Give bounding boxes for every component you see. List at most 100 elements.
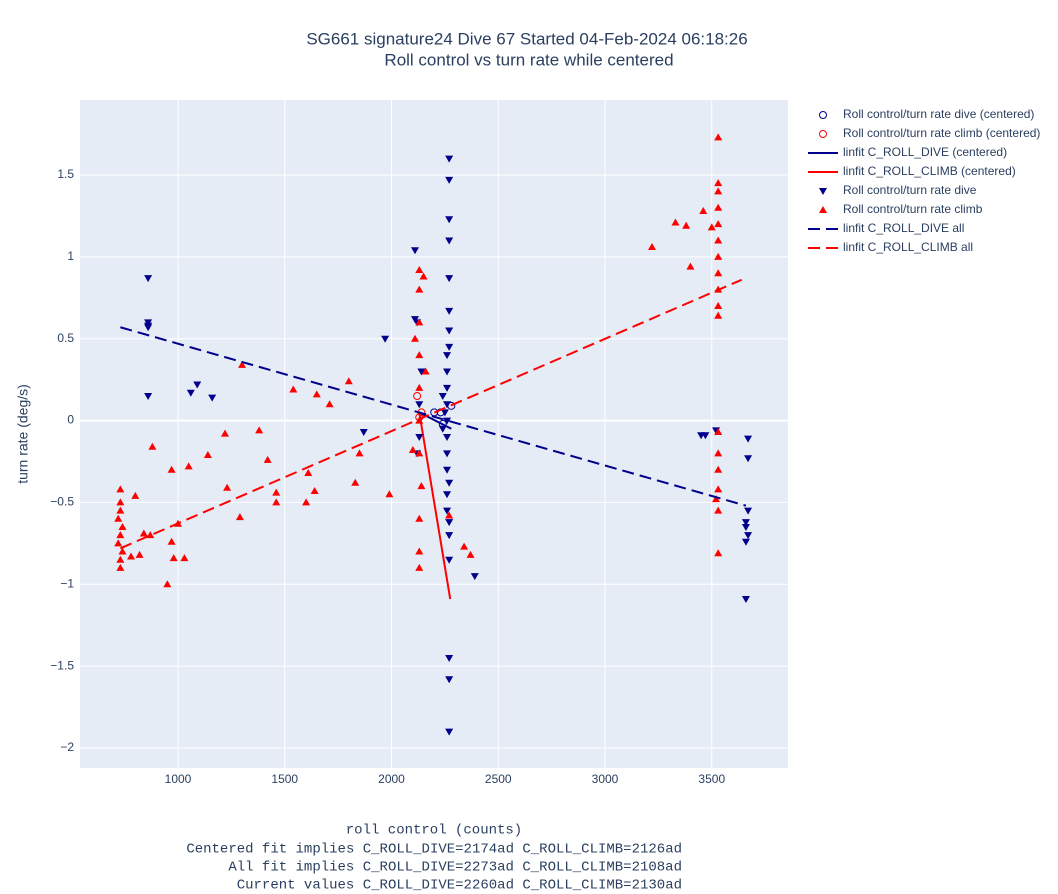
marker	[415, 514, 424, 522]
marker	[302, 498, 311, 506]
marker	[741, 523, 750, 531]
marker	[712, 495, 721, 503]
marker	[220, 429, 229, 437]
legend-marker	[819, 130, 827, 138]
marker	[421, 367, 430, 375]
marker	[699, 207, 708, 215]
y-tick-label: −1	[60, 576, 74, 590]
marker	[355, 449, 364, 457]
marker	[163, 580, 172, 588]
legend-label: Roll control/turn rate climb (centered)	[843, 126, 1040, 140]
marker	[144, 393, 153, 401]
marker	[443, 433, 452, 441]
marker	[445, 155, 454, 163]
marker	[415, 449, 424, 457]
marker	[116, 531, 125, 539]
x-tick-label: 3000	[592, 772, 619, 786]
marker	[714, 179, 723, 187]
fit-line	[119, 278, 743, 550]
marker	[116, 555, 125, 563]
fit-line	[120, 326, 747, 507]
x-tick-label: 1000	[165, 772, 192, 786]
marker	[741, 596, 750, 604]
marker	[304, 468, 313, 476]
marker	[238, 360, 247, 368]
marker	[223, 483, 232, 491]
marker	[445, 307, 454, 315]
marker	[470, 573, 479, 581]
marker	[647, 243, 656, 251]
marker	[114, 514, 123, 522]
marker	[443, 491, 452, 499]
marker	[445, 479, 454, 487]
footnote: Centered fit implies C_ROLL_DIVE=2174ad …	[186, 842, 682, 858]
x-tick-label: 2000	[378, 772, 405, 786]
footnote: Current values C_ROLL_DIVE=2260ad C_ROLL…	[237, 878, 682, 894]
marker	[438, 393, 447, 401]
marker	[203, 450, 212, 458]
marker	[167, 465, 176, 473]
marker	[671, 218, 680, 226]
marker	[443, 466, 452, 474]
marker	[741, 519, 750, 527]
marker	[445, 556, 454, 564]
marker	[118, 547, 127, 555]
marker	[127, 552, 136, 560]
marker	[714, 311, 723, 319]
marker	[235, 513, 244, 521]
legend-label: Roll control/turn rate dive	[843, 183, 977, 197]
marker	[714, 133, 723, 141]
legend-marker	[819, 206, 827, 213]
marker	[184, 462, 193, 470]
marker	[686, 262, 695, 270]
marker	[289, 385, 298, 393]
marker	[144, 275, 153, 283]
marker	[148, 442, 157, 450]
marker	[445, 216, 454, 224]
marker	[410, 334, 419, 342]
marker	[351, 478, 360, 486]
marker	[445, 532, 454, 540]
legend-label: Roll control/turn rate climb	[843, 202, 983, 216]
marker	[135, 550, 144, 558]
legend-label: linfit C_ROLL_DIVE all	[843, 221, 964, 235]
marker	[415, 285, 424, 293]
marker	[417, 482, 426, 490]
marker	[344, 377, 353, 385]
marker	[443, 450, 452, 458]
marker	[714, 203, 723, 211]
legend-marker	[819, 111, 827, 119]
marker	[180, 554, 189, 562]
y-tick-label: 0.5	[57, 331, 74, 345]
marker	[445, 511, 454, 519]
marker	[415, 318, 424, 326]
marker	[744, 532, 753, 540]
marker	[116, 563, 125, 571]
marker	[714, 465, 723, 473]
legend-label: linfit C_ROLL_DIVE (centered)	[843, 145, 1007, 159]
marker	[415, 547, 424, 555]
marker	[714, 428, 723, 436]
marker	[312, 390, 321, 398]
marker	[116, 485, 125, 493]
marker	[714, 549, 723, 557]
marker	[114, 539, 123, 547]
marker	[714, 506, 723, 514]
marker	[310, 486, 319, 494]
marker	[714, 220, 723, 228]
marker	[445, 654, 454, 662]
fit-line	[418, 412, 452, 600]
marker	[714, 187, 723, 195]
marker	[417, 368, 426, 376]
marker	[443, 401, 452, 409]
marker	[381, 335, 390, 343]
plot-area	[80, 100, 788, 768]
marker	[443, 352, 452, 360]
marker	[186, 389, 195, 397]
marker	[714, 449, 723, 457]
marker	[116, 506, 125, 514]
marker	[443, 384, 452, 392]
marker	[167, 537, 176, 545]
marker	[741, 538, 750, 546]
